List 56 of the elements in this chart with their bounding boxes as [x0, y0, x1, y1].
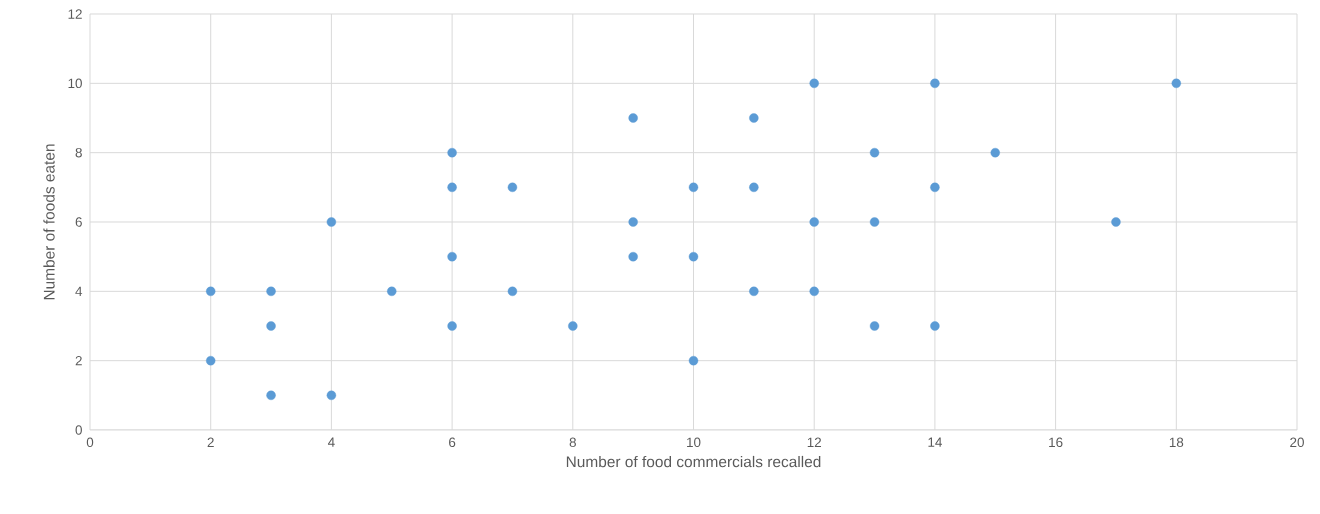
x-tick-label: 14 [928, 437, 942, 447]
x-tick-label: 16 [1049, 437, 1063, 448]
point [990, 147, 1000, 158]
point [749, 286, 759, 297]
x-tick-label: 12 [807, 437, 822, 447]
point [447, 321, 457, 331]
point [869, 217, 880, 227]
point [869, 321, 880, 331]
point [266, 286, 276, 297]
point [326, 390, 337, 401]
point [266, 390, 276, 401]
point [266, 321, 276, 331]
x-tick-label: 6 [449, 437, 456, 448]
point [749, 182, 759, 193]
point [930, 321, 940, 331]
x-tick-label: 2 [207, 437, 214, 447]
point [688, 355, 699, 366]
point [809, 286, 819, 297]
point [869, 147, 880, 158]
y-tick-label: 4 [75, 286, 83, 296]
point [749, 113, 759, 123]
point [688, 251, 699, 262]
point [206, 286, 216, 297]
point [628, 217, 638, 227]
point [930, 182, 940, 193]
y-axis-title: Number of foods eaten [43, 144, 55, 300]
y-tick-label: 2 [75, 355, 82, 366]
point [1111, 217, 1121, 227]
y-tick-label: 8 [75, 147, 82, 158]
point [447, 251, 457, 262]
point [507, 286, 518, 297]
point [809, 217, 819, 227]
y-tick-label: 6 [75, 217, 82, 227]
point [447, 147, 457, 158]
point [688, 182, 699, 193]
point [930, 78, 940, 89]
x-tick-label: 10 [687, 437, 701, 448]
x-tick-label: 18 [1169, 437, 1184, 448]
point [326, 217, 337, 227]
x-tick-label: 20 [1290, 437, 1304, 448]
point [809, 78, 819, 89]
y-tick-label: 12 [68, 9, 82, 19]
point [206, 355, 216, 366]
x-axis-title: Number of food commercials recalled [566, 455, 821, 468]
point [447, 182, 457, 193]
point [628, 113, 638, 123]
point [387, 286, 397, 297]
x-tick-label: 4 [327, 437, 335, 447]
x-tick-label: 8 [569, 437, 576, 448]
point [568, 321, 578, 331]
point [1171, 78, 1182, 89]
point [507, 182, 518, 193]
x-tick-label: 0 [86, 437, 94, 448]
y-tick-label: 10 [68, 78, 82, 89]
y-tick-label: 0 [75, 425, 82, 435]
point [628, 251, 638, 262]
